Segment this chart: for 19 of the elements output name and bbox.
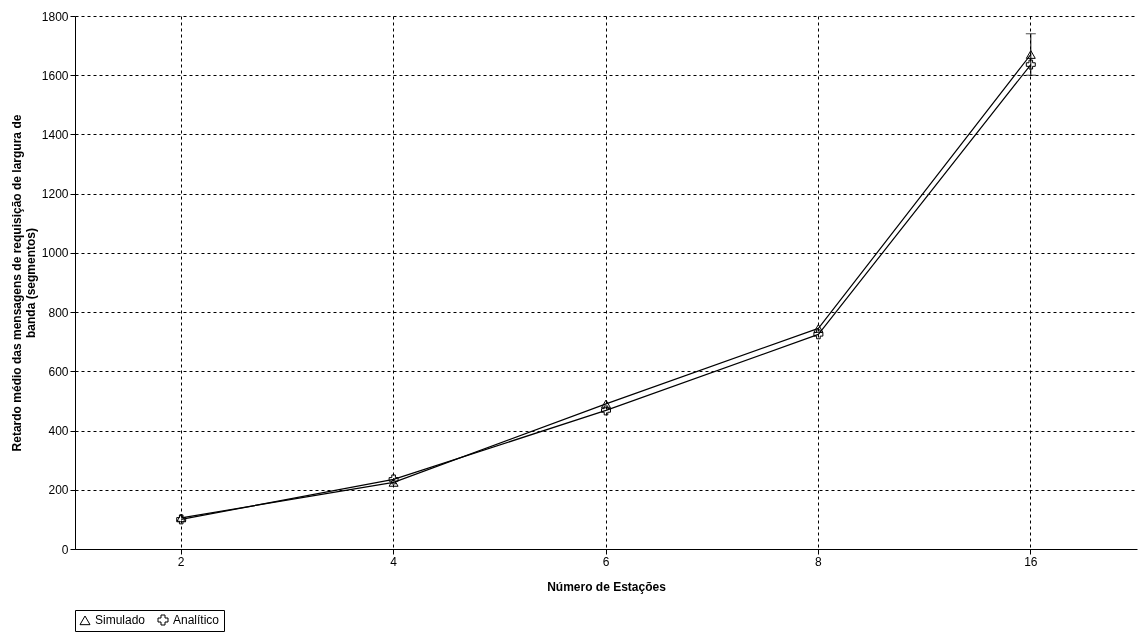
y-tick-label: 400 <box>48 424 69 439</box>
y-tick-label: 1800 <box>41 9 69 24</box>
y-tick-label: 1400 <box>41 127 69 142</box>
y-tick-label: 1200 <box>41 187 69 202</box>
y-axis-title: Retardo médio das mensagens de requisição de largura de banda (segmentos) <box>9 114 38 452</box>
x-tick-label: 4 <box>390 554 398 569</box>
y-tick-label: 800 <box>48 305 69 320</box>
x-tick-label: 6 <box>602 554 610 569</box>
y-tick-label: 0 <box>61 542 69 557</box>
y-tick-label: 200 <box>48 483 69 498</box>
y-tick-label: 1600 <box>41 68 69 83</box>
x-tick-label: 2 <box>177 554 185 569</box>
x-tick-label: 8 <box>815 554 823 569</box>
y-tick-label: 1000 <box>41 246 69 261</box>
legend-label: Simulado <box>95 613 146 628</box>
legend-label: Analítico <box>173 613 220 627</box>
x-axis-title: Número de Estações <box>547 579 667 594</box>
x-tick-label: 16 <box>1024 554 1038 569</box>
y-tick-label: 600 <box>48 364 69 379</box>
